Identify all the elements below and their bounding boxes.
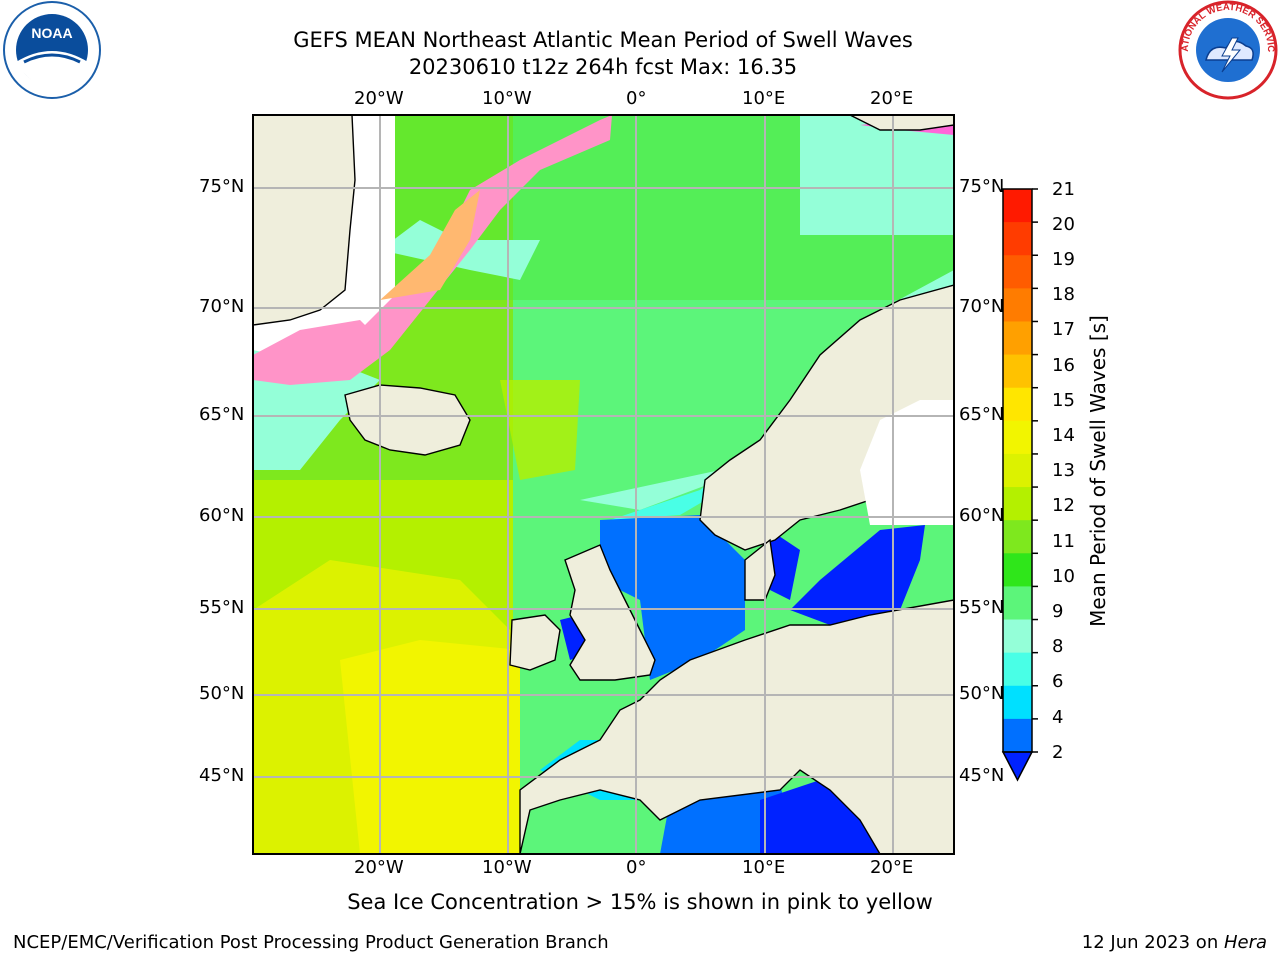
nws-logo: NATIONAL WEATHER SERVICE: [1176, 0, 1278, 100]
colorbar-tick: 2: [1052, 742, 1064, 763]
sea-ice-footnote: Sea Ice Concentration > 15% is shown in …: [347, 890, 933, 914]
lon-tick-top: 20°W: [354, 88, 404, 109]
colorbar-tick: 15: [1052, 390, 1075, 411]
lat-tick-right: 75°N: [959, 176, 1005, 197]
lat-tick-left: 55°N: [199, 597, 245, 618]
lat-tick-right: 65°N: [959, 404, 1005, 425]
colorbar-label: Mean Period of Swell Waves [s]: [1086, 315, 1110, 627]
colorbar-tick: 9: [1052, 601, 1064, 622]
colorbar-tick: 21: [1052, 179, 1075, 200]
colorbar-segment: [1003, 487, 1032, 521]
footer-host: Hera: [1223, 932, 1267, 953]
lat-tick-right: 45°N: [959, 765, 1005, 786]
lat-tick-right: 60°N: [959, 505, 1005, 526]
colorbar-tick: 18: [1052, 284, 1075, 305]
lat-tick-left: 45°N: [199, 765, 245, 786]
colorbar-tick: 11: [1052, 531, 1075, 552]
colorbar-segment: [1003, 222, 1032, 256]
colorbar-segment: [1003, 685, 1032, 720]
lat-tick-left: 70°N: [199, 296, 245, 317]
footer-date-text: 12 Jun 2023 on: [1081, 932, 1224, 953]
noaa-logo-text: NOAA: [31, 25, 72, 41]
colorbar-segment: [1003, 553, 1032, 587]
colorbar-segment: [1003, 255, 1032, 289]
noaa-logo: NOAA: [3, 1, 101, 99]
colorbar-segment: [1003, 453, 1032, 488]
colorbar-extend-arrow: [1001, 751, 1034, 782]
colorbar-segment: [1003, 321, 1032, 356]
colorbar-tick: 10: [1052, 566, 1075, 587]
colorbar-tick: 17: [1052, 319, 1075, 340]
colorbar-tick: 19: [1052, 249, 1075, 270]
map-frame: [252, 114, 955, 855]
colorbar-tick: 20: [1052, 214, 1075, 235]
lat-tick-left: 50°N: [199, 683, 245, 704]
colorbar-segment: [1003, 420, 1032, 455]
chart-subtitle: 20230610 t12z 264h fcst Max: 16.35: [408, 55, 798, 79]
colorbar-tick: 6: [1052, 671, 1064, 692]
colorbar-tick: 8: [1052, 636, 1064, 657]
lon-tick-top: 20°E: [870, 88, 914, 109]
lon-tick-bottom: 0°: [626, 857, 647, 878]
colorbar-segment: [1003, 520, 1032, 554]
lat-tick-right: 50°N: [959, 683, 1005, 704]
footer-credit: NCEP/EMC/Verification Post Processing Pr…: [13, 932, 609, 953]
lat-tick-left: 60°N: [199, 505, 245, 526]
colorbar-segment: [1003, 354, 1032, 389]
lon-tick-bottom: 20°E: [870, 857, 914, 878]
colorbar-segment: [1003, 288, 1032, 322]
lon-tick-top: 10°W: [482, 88, 532, 109]
colorbar-tick: 13: [1052, 460, 1075, 481]
colorbar-tick: 16: [1052, 355, 1075, 376]
colorbar-segment: [1003, 586, 1032, 621]
colorbar-tick: 14: [1052, 425, 1075, 446]
lon-tick-bottom: 20°W: [354, 857, 404, 878]
colorbar-segment: [1003, 718, 1032, 753]
colorbar-tick: 12: [1052, 495, 1075, 516]
lon-tick-top: 0°: [626, 88, 647, 109]
lon-tick-bottom: 10°E: [742, 857, 786, 878]
lat-tick-left: 75°N: [199, 176, 245, 197]
lon-tick-bottom: 10°W: [482, 857, 532, 878]
colorbar-tick: 4: [1052, 707, 1064, 728]
footer-date: 12 Jun 2023 on Hera: [1082, 932, 1267, 953]
gridlines: [253, 115, 954, 854]
colorbar-segment: [1003, 619, 1032, 654]
lat-tick-left: 65°N: [199, 404, 245, 425]
colorbar-segment: [1003, 652, 1032, 687]
colorbar-segment: [1003, 189, 1032, 223]
colorbar-segment: [1003, 387, 1032, 422]
lat-tick-right: 70°N: [959, 296, 1005, 317]
lat-tick-right: 55°N: [959, 597, 1005, 618]
map-field: [253, 115, 954, 854]
lon-tick-top: 10°E: [742, 88, 786, 109]
colorbar-frame: [1002, 188, 1033, 753]
land-masses: [253, 115, 954, 854]
chart-title: GEFS MEAN Northeast Atlantic Mean Period…: [293, 28, 913, 52]
colorbar: [1001, 188, 1038, 782]
